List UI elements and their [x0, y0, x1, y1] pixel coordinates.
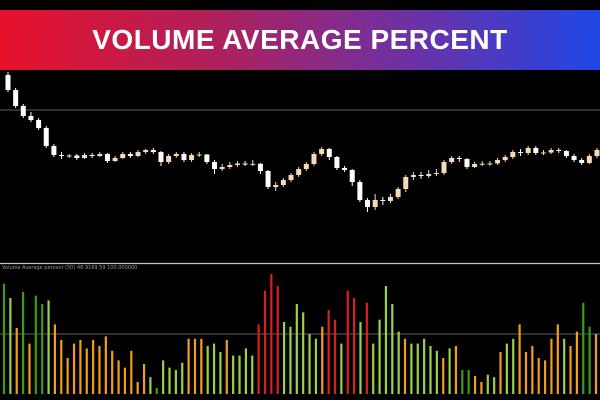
candle-body [472, 164, 478, 167]
candle-body [303, 164, 309, 169]
candle-body [265, 171, 271, 187]
candle-body [227, 165, 233, 167]
candle-body [334, 157, 340, 168]
candle-body [342, 168, 348, 170]
candle-body [372, 200, 378, 207]
candle-body [127, 154, 133, 156]
indicator-pane [0, 262, 600, 394]
candle-body [288, 175, 294, 180]
candle-body [112, 158, 118, 161]
candle-body [51, 146, 57, 155]
candle-body [563, 151, 569, 156]
banner-title: VOLUME AVERAGE PERCENT [92, 24, 508, 55]
candle-body [158, 152, 164, 162]
candle-body [204, 154, 210, 162]
candle-body [395, 189, 401, 197]
candle-body [326, 149, 332, 157]
candle-body [525, 148, 531, 153]
candle-body [89, 155, 95, 156]
candle-body [349, 170, 355, 182]
candle-body [518, 152, 524, 153]
candle-body [426, 174, 432, 176]
candle-body [410, 175, 416, 177]
candle-body [234, 163, 240, 165]
candle-body [212, 162, 218, 169]
candle-body [242, 163, 248, 165]
candle-body [104, 154, 110, 161]
candle-body [81, 155, 87, 158]
candle-body [548, 150, 554, 153]
candle-body [273, 185, 279, 187]
candle-body [540, 152, 546, 154]
candle-body [479, 163, 485, 165]
candle-body [387, 197, 393, 201]
candle-body [433, 173, 439, 174]
candle-body [43, 128, 49, 146]
candle-body [441, 162, 447, 173]
candle-body [357, 182, 363, 200]
candle-body [250, 163, 256, 165]
candle-body [403, 177, 409, 189]
candle-body [510, 152, 516, 157]
candle-body [97, 154, 103, 156]
candle-body [196, 154, 202, 156]
candle-body [319, 149, 325, 154]
candle-body [449, 158, 455, 162]
candle-body [189, 155, 195, 160]
candle-body [464, 159, 470, 167]
candle-body [418, 175, 424, 176]
candle-body [28, 116, 34, 120]
candle-body [380, 200, 386, 201]
candle-body [59, 155, 65, 156]
candle-body [487, 163, 493, 165]
candle-body [36, 120, 42, 128]
candle-body [456, 158, 462, 159]
candle-body [5, 75, 11, 90]
candle-body [579, 160, 585, 163]
candle-body [135, 152, 141, 156]
candle-body [365, 200, 371, 207]
candle-body [181, 154, 187, 160]
candle-body [311, 154, 317, 164]
candle-body [150, 150, 156, 152]
price-pane [0, 72, 600, 212]
candle-body [594, 150, 600, 156]
candle-body [502, 157, 508, 160]
candle-body [74, 155, 80, 158]
candle-body [296, 169, 302, 175]
candle-body [495, 160, 501, 164]
candle-body [219, 167, 225, 169]
indicator-label: Volume Average percent (50) 48.9169 59 1… [2, 265, 138, 271]
candle-body [166, 156, 172, 162]
candle-body [257, 163, 263, 171]
candle-body [556, 150, 562, 151]
candle-body [571, 156, 577, 160]
candle-body [120, 154, 126, 158]
candle-body [66, 155, 72, 157]
candle-body [586, 156, 592, 163]
candle-body [173, 154, 179, 156]
candle-body [533, 148, 539, 153]
candle-body [13, 90, 19, 106]
candle-body [280, 180, 286, 185]
candle-body [143, 150, 149, 152]
candle-body [20, 106, 26, 116]
title-banner: VOLUME AVERAGE PERCENT [0, 10, 600, 70]
